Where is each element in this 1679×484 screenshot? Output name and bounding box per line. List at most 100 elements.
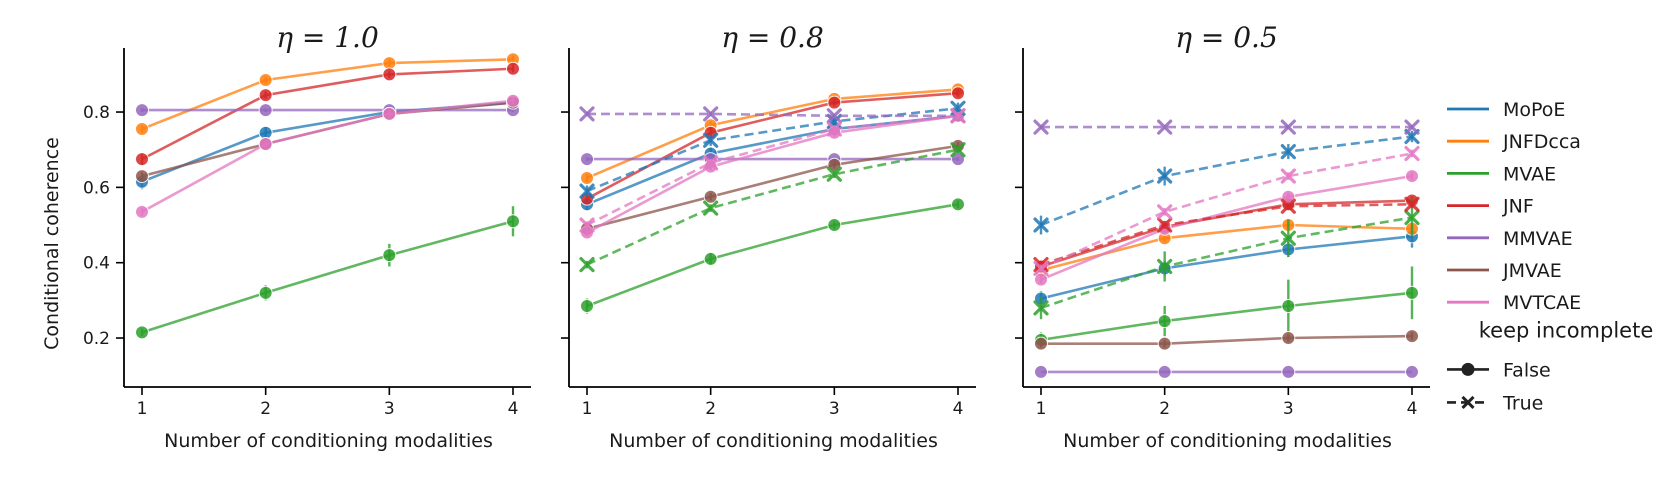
legend-style-label: True (1502, 392, 1543, 414)
series-mvtcae-true (579, 108, 966, 233)
data-point (951, 86, 965, 101)
legend-label: MMVAE (1503, 228, 1573, 250)
data-point (703, 189, 718, 204)
data-point (1281, 299, 1296, 314)
series-jnf-true (1033, 196, 1420, 273)
series-mvtcae-false (580, 108, 965, 240)
data-point (1405, 364, 1419, 379)
data-point (579, 183, 595, 199)
data-point (1157, 336, 1172, 351)
data-point (703, 200, 719, 216)
data-point (1033, 217, 1049, 233)
series-mmvae-true (579, 106, 966, 124)
series-mvae-false (1034, 266, 1419, 348)
legend-style-false: False (1447, 359, 1551, 381)
x-tick-label: 3 (1283, 399, 1294, 419)
y-axis-label: Conditional coherence (41, 137, 63, 350)
legend-label: MVTCAE (1503, 292, 1581, 314)
series-line (1041, 334, 1413, 345)
legend-label: MVAE (1503, 163, 1556, 185)
data-point (579, 217, 595, 233)
data-point (826, 108, 842, 124)
data-point (1157, 364, 1172, 379)
series-line (1040, 291, 1413, 342)
data-point (1405, 329, 1419, 344)
series-line (587, 112, 958, 118)
legend-style-title: keep incomplete (1479, 318, 1654, 342)
data-point (580, 170, 594, 185)
data-point (1280, 143, 1296, 160)
legend-label: JNFDcca (1502, 131, 1581, 153)
legend-label: JMVAE (1502, 260, 1562, 282)
data-point (135, 121, 149, 136)
series-line (141, 58, 514, 131)
data-point (1033, 119, 1049, 135)
series-line (141, 99, 514, 213)
series-jnfdcca-false (135, 52, 520, 136)
series-jmvae-false (1034, 329, 1419, 351)
data-point (382, 106, 397, 121)
legend-item-mvae: MVAE (1447, 163, 1556, 185)
x-tick-label: 3 (829, 399, 840, 419)
legend-item-mmvae: MMVAE (1447, 228, 1573, 250)
panel-title: η = 0.8 (721, 21, 824, 54)
data-point (1033, 256, 1049, 273)
data-point (703, 132, 719, 148)
series-line (141, 67, 514, 161)
series-line (586, 114, 959, 234)
series-line (586, 203, 959, 308)
series-jmvae-false (580, 138, 965, 236)
data-point (1157, 258, 1173, 275)
data-point (1280, 168, 1296, 184)
y-tick-label: 0.4 (83, 254, 110, 274)
data-point (382, 248, 397, 263)
data-point (1034, 336, 1048, 351)
data-point (258, 103, 273, 118)
series-mvae-false (580, 197, 965, 314)
data-point (135, 325, 149, 340)
series-line (1040, 235, 1413, 300)
data-point (1157, 119, 1173, 135)
legend-style-marker (1461, 362, 1475, 376)
panel-title: η = 1.0 (276, 21, 379, 54)
x-tick-label: 2 (705, 399, 716, 419)
legend-label: JNF (1502, 196, 1534, 218)
data-point (827, 218, 842, 233)
series-mvtcae-false (135, 93, 520, 219)
legend-label: MoPoE (1503, 99, 1565, 121)
x-tick-label: 4 (508, 399, 519, 419)
data-point (827, 95, 842, 110)
data-point (135, 152, 149, 167)
y-tick-label: 0.2 (83, 329, 110, 349)
data-point (1157, 314, 1172, 329)
data-point (1281, 331, 1296, 346)
x-axis-label: Number of conditioning modalities (1063, 430, 1392, 452)
series-line (1040, 203, 1413, 266)
series-line (586, 88, 959, 180)
data-point (1033, 300, 1049, 316)
y-tick-label: 0.8 (83, 103, 110, 123)
data-point (1404, 209, 1420, 226)
series-line (1040, 199, 1413, 268)
data-point (580, 299, 594, 314)
data-point (1280, 230, 1296, 246)
data-point (703, 106, 719, 122)
legend-item-jnfdcca: JNFDcca (1447, 131, 1581, 153)
series-line (586, 114, 959, 227)
data-point (1404, 196, 1420, 212)
series-mopoe-false (1034, 225, 1419, 307)
data-point (826, 121, 842, 137)
legend-item-jmvae: JMVAE (1447, 260, 1562, 282)
panel-3: η = 0.5 1 2 3 4 Number of conditioning modali… (1015, 21, 1430, 452)
data-point (258, 285, 273, 300)
data-point (951, 197, 965, 212)
data-point (1405, 169, 1419, 184)
panel-title: η = 0.5 (1175, 21, 1278, 54)
data-point (579, 256, 595, 273)
series-line (586, 148, 959, 266)
data-point (826, 166, 842, 182)
data-point (1280, 198, 1296, 214)
data-point (382, 67, 397, 82)
